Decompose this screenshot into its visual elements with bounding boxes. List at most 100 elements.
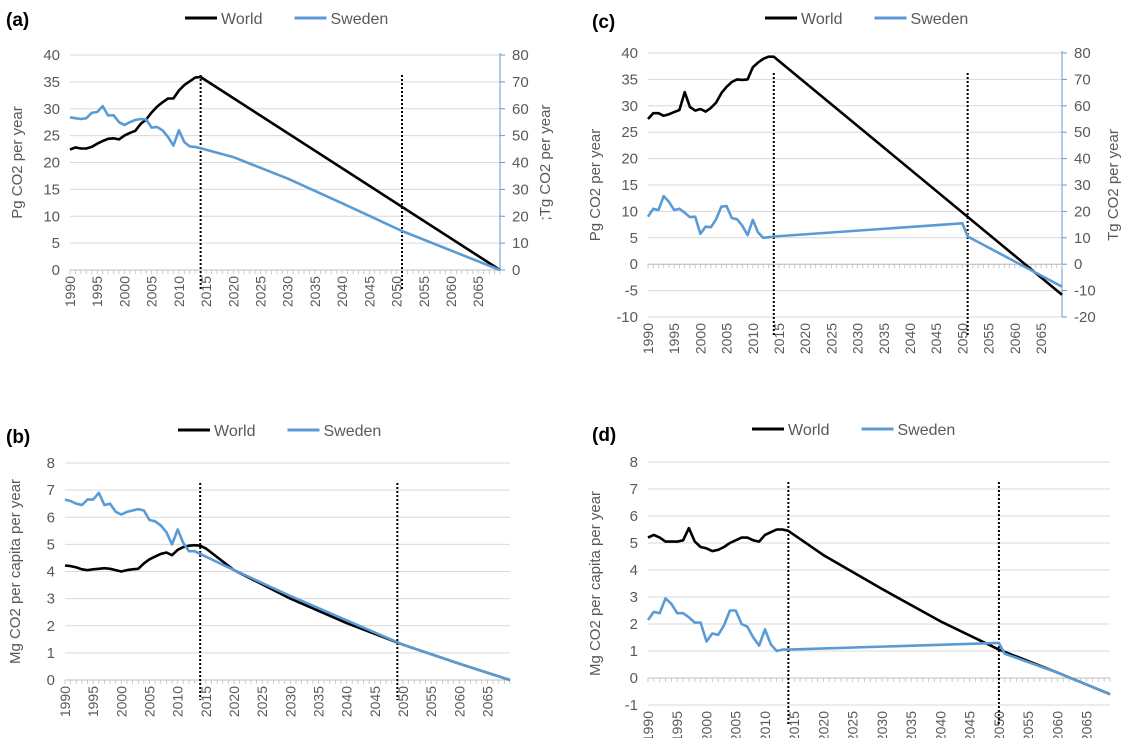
x-tick-label: 1995 xyxy=(85,686,101,717)
x-tick-label: 2050 xyxy=(395,686,411,717)
y-tick-label: 35 xyxy=(43,74,60,91)
y-tick-label: 10 xyxy=(621,203,638,220)
series-line-world xyxy=(69,75,501,272)
series-line-world xyxy=(647,526,1111,696)
y-tick-label: 5 xyxy=(630,535,638,552)
y-tick-label: 2 xyxy=(630,616,638,633)
y-tick-label: 5 xyxy=(52,235,60,252)
x-tick-label: 2015 xyxy=(771,323,787,354)
legend-entry: World xyxy=(788,422,830,439)
y2-tick-label: 70 xyxy=(512,74,529,91)
series-line-world xyxy=(647,55,1063,296)
y2-tick-label: 70 xyxy=(1074,71,1091,88)
x-tick-label: 2010 xyxy=(757,711,773,738)
x-tick-label: 2060 xyxy=(1007,323,1023,354)
y-tick-label: 2 xyxy=(47,618,55,635)
x-tick-label: 1995 xyxy=(666,323,682,354)
x-tick-label: 2000 xyxy=(113,686,129,717)
y-tick-label: 7 xyxy=(630,481,638,498)
y2-tick-label: 30 xyxy=(512,181,529,198)
y-tick-label: 20 xyxy=(621,151,638,168)
y-tick-label: 4 xyxy=(47,564,55,581)
x-tick-label: 2000 xyxy=(698,711,714,738)
x-tick-label: 1990 xyxy=(640,711,656,738)
y2-tick-label: 80 xyxy=(512,47,529,64)
x-tick-label: 2040 xyxy=(339,686,355,717)
y-tick-label: 25 xyxy=(43,128,60,145)
y-tick-label: 0 xyxy=(630,670,638,687)
x-tick-label: 2035 xyxy=(903,711,919,738)
x-tick-label: 2020 xyxy=(815,711,831,738)
x-tick-label: 2000 xyxy=(692,323,708,354)
y-tick-label: -5 xyxy=(625,283,638,300)
y-tick-label: 8 xyxy=(630,454,638,471)
x-tick-label: 2065 xyxy=(470,276,486,307)
y-tick-label: 6 xyxy=(630,508,638,525)
x-tick-label: 2050 xyxy=(954,323,970,354)
x-tick-label: 2045 xyxy=(361,276,377,307)
legend-entry: World xyxy=(221,11,263,28)
y2-tick-label: 40 xyxy=(1074,151,1091,168)
panel-label: (a) xyxy=(6,10,29,31)
x-tick-label: 2015 xyxy=(786,711,802,738)
series-line-sweden xyxy=(646,597,1111,696)
y-tick-label: 20 xyxy=(43,155,60,172)
y2-tick-label: 80 xyxy=(1074,45,1091,62)
legend-entry: Sweden xyxy=(331,11,389,28)
x-tick-label: 2005 xyxy=(141,686,157,717)
x-tick-label: 2050 xyxy=(389,276,405,307)
y-tick-label: 3 xyxy=(47,591,55,608)
y-tick-label: -1 xyxy=(625,697,638,714)
x-tick-label: 2030 xyxy=(874,711,890,738)
series-line-sweden xyxy=(69,104,501,272)
y2-tick-label: 0 xyxy=(1074,256,1082,273)
y2-tick-label: 20 xyxy=(512,208,529,225)
y2-tick-label: 60 xyxy=(1074,98,1091,115)
y-tick-label: 30 xyxy=(43,101,60,118)
y2-tick-label: 50 xyxy=(512,128,529,145)
x-tick-label: 2045 xyxy=(367,686,383,717)
x-tick-label: 2050 xyxy=(991,711,1007,738)
legend-entry: Sweden xyxy=(898,422,956,439)
y-tick-label: 5 xyxy=(630,230,638,247)
panel-label: (b) xyxy=(6,427,30,448)
x-tick-label: 2020 xyxy=(226,686,242,717)
x-tick-label: 2055 xyxy=(981,323,997,354)
x-tick-label: 2025 xyxy=(823,323,839,354)
panel-label: (d) xyxy=(592,425,616,446)
legend-entry: Sweden xyxy=(911,11,969,28)
y-tick-label: 35 xyxy=(621,71,638,88)
x-tick-label: 2060 xyxy=(443,276,459,307)
y-tick-label: 1 xyxy=(630,643,638,660)
x-tick-label: 1990 xyxy=(640,323,656,354)
x-tick-label: 2055 xyxy=(416,276,432,307)
y-tick-label: 8 xyxy=(47,455,55,472)
y2-tick-label: 40 xyxy=(512,155,529,172)
y-tick-label: 7 xyxy=(47,482,55,499)
y-tick-label: 0 xyxy=(47,672,55,689)
series-line-sweden xyxy=(646,194,1063,288)
y2-axis-title: ;Tg CO2 per year xyxy=(537,105,554,221)
x-tick-label: 2065 xyxy=(479,686,495,717)
y-tick-label: 40 xyxy=(621,45,638,62)
chart-panel-b: (b) 0 1 2 3 4 5 6 7 8 1990 1995 2000 2005 2010 2015 2020… xyxy=(6,423,511,717)
y2-tick-label: 10 xyxy=(512,235,529,252)
y-axis-title: Mg CO2 per capita per year xyxy=(587,491,604,676)
x-tick-label: 1995 xyxy=(669,711,685,738)
x-tick-label: 2040 xyxy=(334,276,350,307)
x-tick-label: 2035 xyxy=(307,276,323,307)
x-tick-label: 2025 xyxy=(845,711,861,738)
y2-tick-label: -10 xyxy=(1074,283,1096,300)
legend-entry: World xyxy=(214,423,256,440)
x-tick-label: 2040 xyxy=(902,323,918,354)
y-axis-title: Pg CO2 per year xyxy=(587,129,604,242)
y-tick-label: 25 xyxy=(621,124,638,141)
x-tick-label: 2065 xyxy=(1079,711,1095,738)
x-tick-label: 2015 xyxy=(198,686,214,717)
series-line-world xyxy=(64,543,511,682)
x-tick-label: 2015 xyxy=(198,276,214,307)
x-tick-label: 2010 xyxy=(171,276,187,307)
y-tick-label: 15 xyxy=(621,177,638,194)
